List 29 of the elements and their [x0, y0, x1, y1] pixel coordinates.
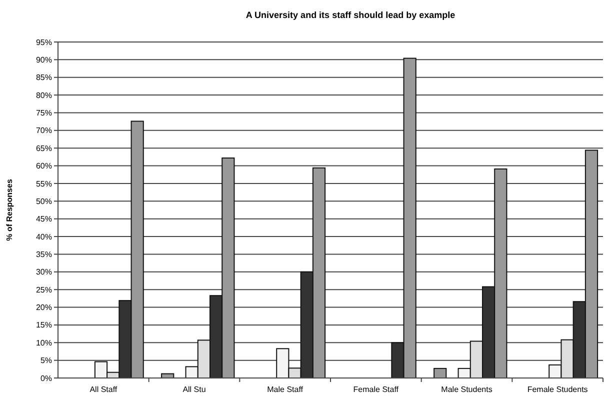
y-tick-label: 85%: [36, 73, 52, 82]
y-tick-label: 70%: [36, 126, 52, 136]
y-tick-label: 90%: [36, 55, 52, 64]
y-tick-label: 20%: [36, 303, 52, 312]
y-axis-title: % of Responses: [5, 178, 14, 241]
bar: [434, 368, 447, 378]
x-tick-label: All Stu: [182, 385, 206, 394]
y-tick-label: 15%: [36, 320, 52, 330]
chart-title: A University and its staff should lead by example: [246, 10, 456, 20]
x-tick-label: Male Students: [441, 385, 492, 394]
x-tick-label: All Staff: [90, 385, 118, 394]
y-tick-label: 25%: [36, 285, 52, 294]
y-tick-label: 80%: [36, 90, 52, 100]
y-tick-label: 45%: [36, 214, 52, 224]
y-tick-label: 95%: [36, 38, 52, 47]
x-tick-label: Female Students: [527, 385, 588, 394]
y-tick-label: 30%: [36, 268, 52, 277]
y-tick-label: 35%: [36, 250, 52, 260]
y-tick-label: 10%: [36, 338, 52, 348]
y-tick-label: 0%: [40, 374, 52, 383]
y-tick-label: 65%: [36, 144, 52, 153]
y-tick-label: 55%: [36, 179, 52, 188]
x-tick-label: Female Staff: [353, 385, 400, 394]
y-tick-label: 60%: [36, 162, 52, 171]
x-tick-label: Male Staff: [267, 385, 304, 394]
y-tick-label: 50%: [36, 196, 52, 206]
y-tick-label: 75%: [36, 108, 52, 118]
y-tick-label: 40%: [36, 232, 52, 242]
y-tick-label: 5%: [40, 356, 52, 366]
